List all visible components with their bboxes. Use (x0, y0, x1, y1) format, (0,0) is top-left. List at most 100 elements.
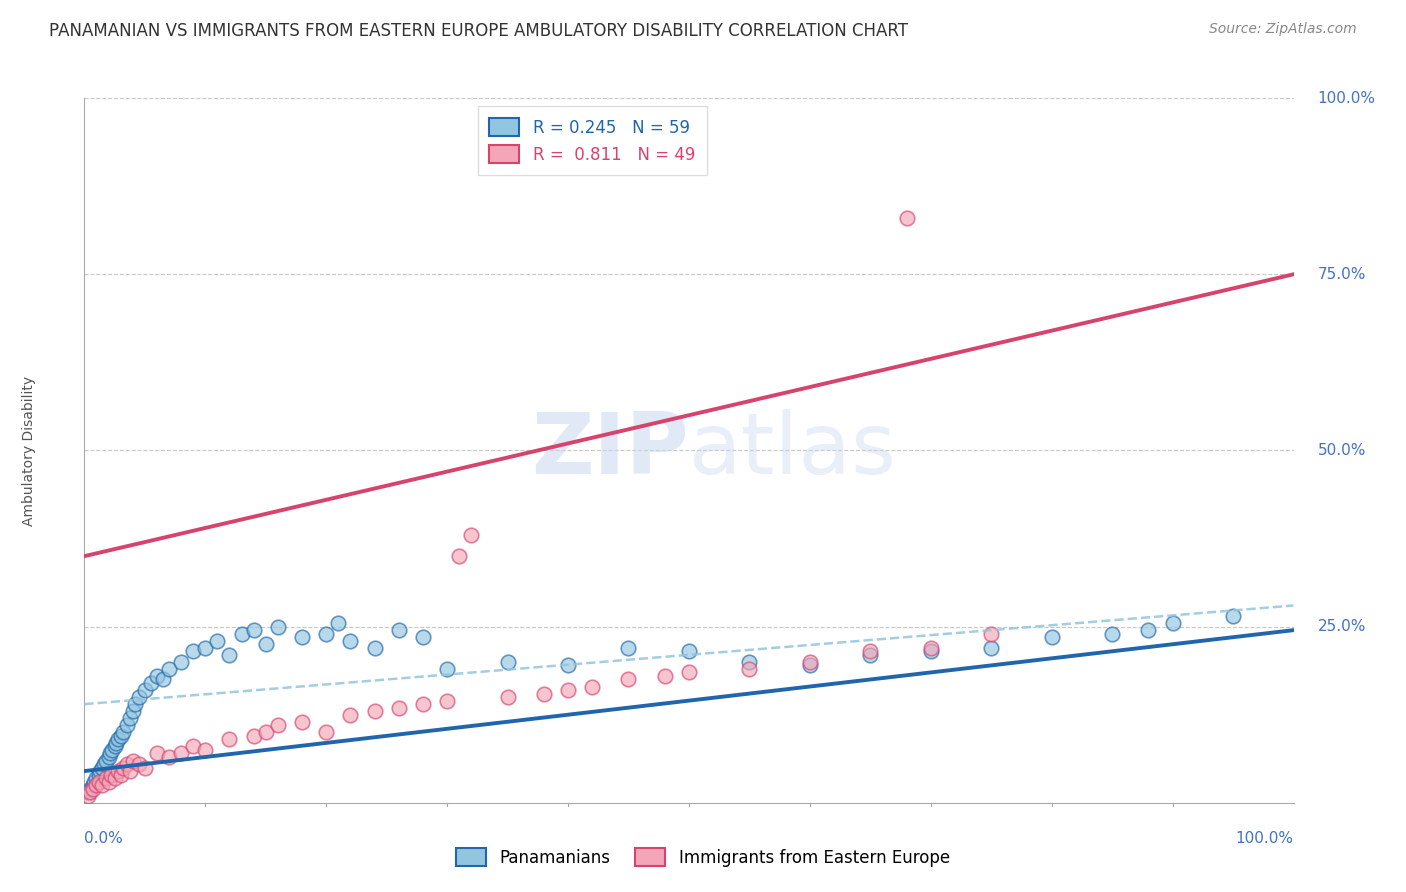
Point (242, 729, 264, 743)
Point (146, 669, 169, 683)
Point (146, 747, 169, 761)
Point (112, 725, 135, 739)
Point (339, 707, 361, 722)
Point (896, 211, 918, 225)
Point (194, 743, 217, 757)
Point (121, 704, 143, 718)
Point (115, 757, 138, 772)
Point (97, 750, 120, 764)
Point (83, 774, 105, 789)
Point (121, 754, 143, 768)
Text: 0.0%: 0.0% (84, 831, 124, 846)
Point (436, 662, 458, 676)
Point (449, 549, 471, 564)
Point (128, 690, 150, 705)
Point (79, 785, 101, 799)
Point (339, 633, 361, 648)
Point (1161, 616, 1184, 631)
Point (170, 747, 193, 761)
Point (496, 690, 519, 705)
Point (920, 640, 942, 655)
Point (79, 781, 101, 796)
Point (738, 655, 761, 669)
Point (1222, 609, 1244, 624)
Point (496, 655, 519, 669)
Text: 100.0%: 100.0% (1236, 831, 1294, 846)
Point (617, 640, 640, 655)
Point (98, 747, 121, 761)
Point (110, 729, 132, 743)
Point (82, 778, 104, 792)
Point (388, 700, 411, 714)
Point (120, 711, 142, 725)
Point (91, 760, 114, 774)
Point (859, 648, 882, 662)
Point (134, 683, 156, 698)
Point (107, 732, 129, 747)
Point (267, 619, 290, 633)
Point (181, 739, 204, 754)
Text: Source: ZipAtlas.com: Source: ZipAtlas.com (1209, 22, 1357, 37)
Point (291, 714, 314, 729)
Text: 50.0%: 50.0% (1317, 443, 1367, 458)
Point (557, 683, 579, 698)
Point (980, 640, 1002, 655)
Point (242, 623, 264, 637)
Point (315, 626, 337, 640)
Point (124, 697, 146, 711)
Point (104, 739, 127, 754)
Point (94, 771, 117, 785)
Text: 100.0%: 100.0% (1317, 91, 1375, 105)
Point (91, 778, 114, 792)
Point (194, 640, 217, 655)
Point (218, 732, 240, 747)
Point (89, 764, 111, 778)
Point (86, 778, 108, 792)
Point (799, 658, 821, 673)
Point (412, 697, 434, 711)
Point (77, 789, 100, 803)
Point (388, 623, 411, 637)
Point (77, 785, 100, 799)
Point (267, 718, 290, 732)
Legend: Panamanians, Immigrants from Eastern Europe: Panamanians, Immigrants from Eastern Eur… (446, 838, 960, 877)
Point (254, 637, 277, 651)
Point (291, 630, 314, 644)
Point (139, 676, 162, 690)
Point (920, 644, 942, 658)
Point (97, 774, 120, 789)
Point (181, 644, 204, 658)
Point (678, 665, 700, 680)
Text: PANAMANIAN VS IMMIGRANTS FROM EASTERN EUROPE AMBULATORY DISABILITY CORRELATION C: PANAMANIAN VS IMMIGRANTS FROM EASTERN EU… (49, 22, 908, 40)
Point (115, 718, 138, 732)
Point (87, 774, 110, 789)
Point (218, 648, 240, 662)
Point (533, 687, 555, 701)
Point (254, 725, 277, 739)
Point (157, 662, 180, 676)
Point (112, 760, 135, 774)
Point (231, 626, 253, 640)
Text: 75.0%: 75.0% (1317, 267, 1367, 282)
Text: 25.0%: 25.0% (1317, 619, 1367, 634)
Point (101, 743, 124, 757)
Legend: R = 0.245   N = 59, R =  0.811   N = 49: R = 0.245 N = 59, R = 0.811 N = 49 (478, 106, 707, 176)
Point (128, 757, 150, 772)
Point (581, 680, 603, 694)
Point (170, 655, 193, 669)
Point (980, 626, 1002, 640)
Point (363, 640, 385, 655)
Point (120, 764, 142, 778)
Point (617, 673, 640, 687)
Point (1101, 626, 1123, 640)
Point (86, 771, 108, 785)
Point (460, 528, 482, 542)
Text: ZIP: ZIP (531, 409, 689, 492)
Point (412, 630, 434, 644)
Point (678, 644, 700, 658)
Point (315, 725, 337, 739)
Text: Ambulatory Disability: Ambulatory Disability (22, 376, 37, 525)
Point (152, 673, 174, 687)
Point (94, 754, 117, 768)
Point (557, 658, 579, 673)
